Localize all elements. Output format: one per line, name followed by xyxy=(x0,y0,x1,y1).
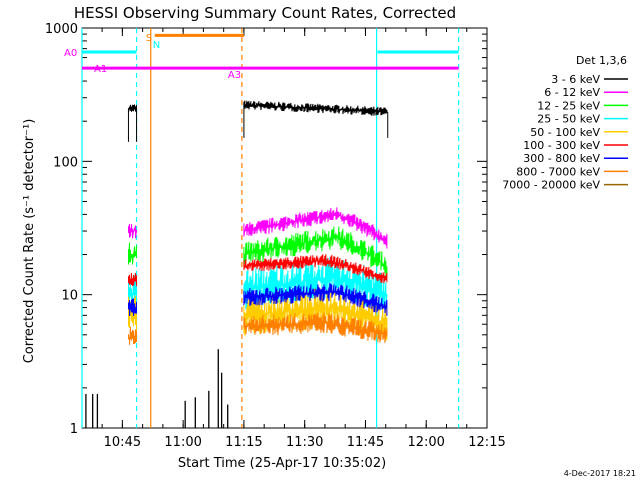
series-trace xyxy=(243,254,388,284)
legend-label: 12 - 25 keV xyxy=(537,99,600,112)
x-tick-label: 11:45 xyxy=(347,435,384,450)
x-tick-label: 11:00 xyxy=(164,435,201,450)
legend-title: Det 1,3,6 xyxy=(576,54,627,67)
y-tick-label: 1000 xyxy=(45,22,78,37)
x-tick-label: 10:45 xyxy=(104,435,141,450)
series-trace xyxy=(243,207,388,249)
series-1 xyxy=(128,207,388,249)
series-trace xyxy=(128,223,137,239)
y-tick-label: 100 xyxy=(53,155,78,170)
series-trace xyxy=(128,295,137,335)
series-5 xyxy=(128,254,388,287)
series-0 xyxy=(85,100,389,428)
series-trace xyxy=(128,326,137,345)
series-trace xyxy=(243,256,388,312)
series-trace xyxy=(128,298,137,317)
legend-label: 7000 - 20000 keV xyxy=(502,179,600,192)
y-tick-label: 1 xyxy=(70,422,78,437)
series-2 xyxy=(128,226,388,277)
series-7 xyxy=(128,312,388,345)
series-trace xyxy=(243,312,388,344)
plot-area: 1 10 100 1000 10:45 11:00 11:15 11:30 11:45 12:00… xyxy=(45,22,506,450)
legend-label: 300 - 800 keV xyxy=(523,152,600,165)
y-axis-label: Corrected Count Rate (s⁻¹ detector⁻¹) xyxy=(22,119,37,364)
legend-label: 50 - 100 keV xyxy=(530,126,600,139)
series-trace xyxy=(243,283,388,316)
attenuator-label: A3 xyxy=(228,70,241,81)
series-6 xyxy=(128,283,388,317)
attenuator-label: A0 xyxy=(64,48,77,59)
series-trace xyxy=(243,100,388,116)
legend-label: 3 - 6 keV xyxy=(551,73,600,86)
x-tick-label: 12:00 xyxy=(407,435,444,450)
series-trace xyxy=(128,272,137,287)
series-trace xyxy=(243,226,388,277)
x-tick-label: 12:15 xyxy=(468,435,505,450)
flag-label: N xyxy=(153,40,160,51)
x-tick-label: 11:30 xyxy=(286,435,323,450)
legend-label: 800 - 7000 keV xyxy=(516,165,600,178)
flag-label: S xyxy=(146,33,152,44)
attenuator-label: A1 xyxy=(94,64,107,75)
legend-label: 6 - 12 keV xyxy=(544,86,600,99)
y-tick-label: 10 xyxy=(61,289,78,304)
x-axis-label: Start Time (25-Apr-17 10:35:02) xyxy=(178,456,386,471)
series-trace xyxy=(243,288,388,341)
series-trace xyxy=(128,242,137,265)
legend-label: 25 - 50 keV xyxy=(537,113,600,126)
legend-label: 100 - 300 keV xyxy=(523,139,600,152)
footer-date: 4-Dec-2017 18:21 xyxy=(564,469,636,478)
series-trace xyxy=(128,104,137,113)
chart-title: HESSI Observing Summary Count Rates, Cor… xyxy=(74,4,456,22)
x-tick-label: 11:15 xyxy=(225,435,262,450)
series-4 xyxy=(128,288,388,341)
